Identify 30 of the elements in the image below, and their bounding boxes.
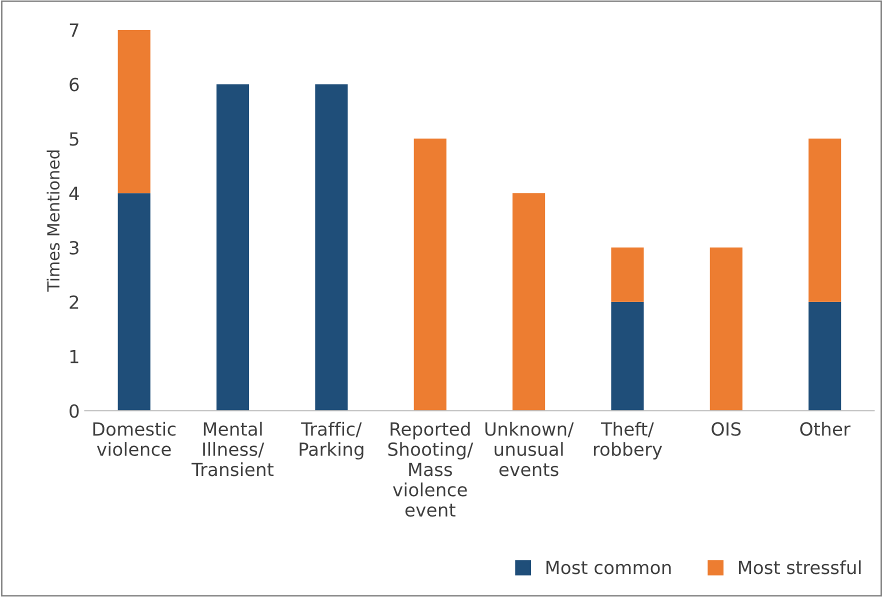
y-axis-title: Times Mentioned [46, 150, 60, 292]
x-tick-label: Mental Illness/ Transient [192, 422, 274, 476]
bar [808, 138, 842, 302]
bar [216, 84, 250, 411]
x-tick-label: Other [800, 422, 850, 436]
bar [315, 84, 348, 411]
x-tick-label: Reported Shooting/ Mass violence event [388, 422, 474, 517]
x-tick-label: Domestic violence [93, 422, 176, 456]
y-tick-label: 3 [70, 240, 78, 255]
bar [710, 248, 742, 411]
y-tick-label: 6 [70, 78, 79, 92]
x-tick-label: OIS [712, 422, 741, 436]
bar [414, 138, 446, 411]
bar [611, 248, 644, 302]
legend-label: Most stressful [739, 560, 861, 574]
y-tick-label: 2 [70, 295, 78, 309]
bar [118, 193, 150, 411]
bar [611, 302, 644, 411]
legend-label: Most common [546, 560, 671, 574]
y-tick-label: 0 [70, 404, 79, 418]
bar [512, 193, 546, 411]
x-tick-label: Theft/ robbery [594, 422, 662, 460]
y-tick-label: 7 [70, 24, 78, 37]
y-tick-label: 5 [70, 132, 78, 146]
x-tick-label: Unknown/ unusual events [485, 422, 574, 476]
bar [808, 302, 842, 411]
x-tick-label: Traffic/ Parking [300, 422, 364, 460]
bar [118, 30, 150, 194]
y-tick-label: 4 [69, 186, 79, 200]
y-tick-label: 1 [70, 350, 78, 364]
